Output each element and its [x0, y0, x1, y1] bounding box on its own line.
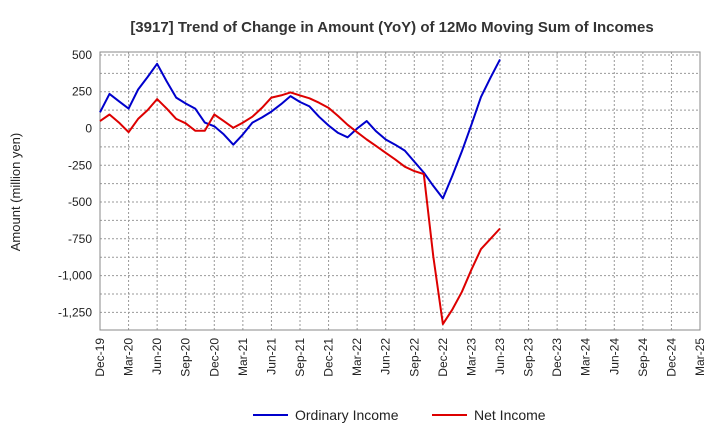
x-tick-label: Mar-20: [122, 338, 136, 376]
y-tick-label: -1,000: [58, 269, 92, 283]
x-tick-label: Dec-20: [207, 338, 221, 377]
x-tick-label: Sep-20: [179, 338, 193, 377]
x-axis: Dec-19 Mar-20 Jun-20 Sep-20 Dec-20 Mar-21 Jun-…: [93, 338, 707, 377]
y-tick-label: 500: [72, 48, 92, 62]
x-tick-label: Mar-22: [350, 338, 364, 376]
series-layer: [99, 58, 501, 326]
series-line-net-income: [99, 91, 501, 326]
x-tick-label: Sep-22: [407, 338, 421, 377]
legend-label-net-income: Net Income: [474, 407, 546, 423]
y-axis: 500 250 0 -250 -500 -750 -1,000 -1,250: [58, 48, 92, 319]
legend-label-ordinary-income: Ordinary Income: [295, 407, 399, 423]
x-tick-label: Jun-24: [607, 338, 621, 375]
plot-frame: [99, 51, 701, 331]
y-tick-label: -1,250: [58, 305, 92, 319]
x-tick-label: Dec-23: [550, 338, 564, 377]
plot-area: [99, 51, 701, 331]
y-tick-label: -750: [68, 232, 92, 246]
x-tick-label: Mar-25: [693, 338, 707, 376]
x-tick-label: Mar-21: [236, 338, 250, 376]
legend: Ordinary Income Net Income: [253, 407, 546, 423]
y-tick-label: 0: [85, 121, 92, 135]
x-tick-label: Sep-21: [293, 338, 307, 377]
x-tick-label: Mar-24: [579, 338, 593, 376]
y-tick-label: -500: [68, 195, 92, 209]
x-tick-label: Jun-23: [493, 338, 507, 375]
chart-title: [3917] Trend of Change in Amount (YoY) o…: [130, 19, 653, 36]
y-tick-label: 250: [72, 85, 92, 99]
x-tick-label: Sep-24: [636, 338, 650, 377]
x-tick-label: Mar-23: [464, 338, 478, 376]
x-tick-label: Dec-19: [93, 338, 107, 377]
x-tick-label: Jun-20: [150, 338, 164, 375]
x-tick-label: Dec-21: [322, 338, 336, 377]
x-tick-label: Sep-23: [522, 338, 536, 377]
x-tick-label: Jun-22: [379, 338, 393, 375]
grid: [99, 52, 701, 330]
x-tick-label: Dec-22: [436, 338, 450, 377]
y-axis-label: Amount (million yen): [8, 133, 23, 252]
series-line-ordinary-income: [99, 58, 501, 200]
y-tick-label: -250: [68, 158, 92, 172]
x-tick-label: Jun-21: [264, 338, 278, 375]
x-tick-label: Dec-24: [664, 338, 678, 377]
